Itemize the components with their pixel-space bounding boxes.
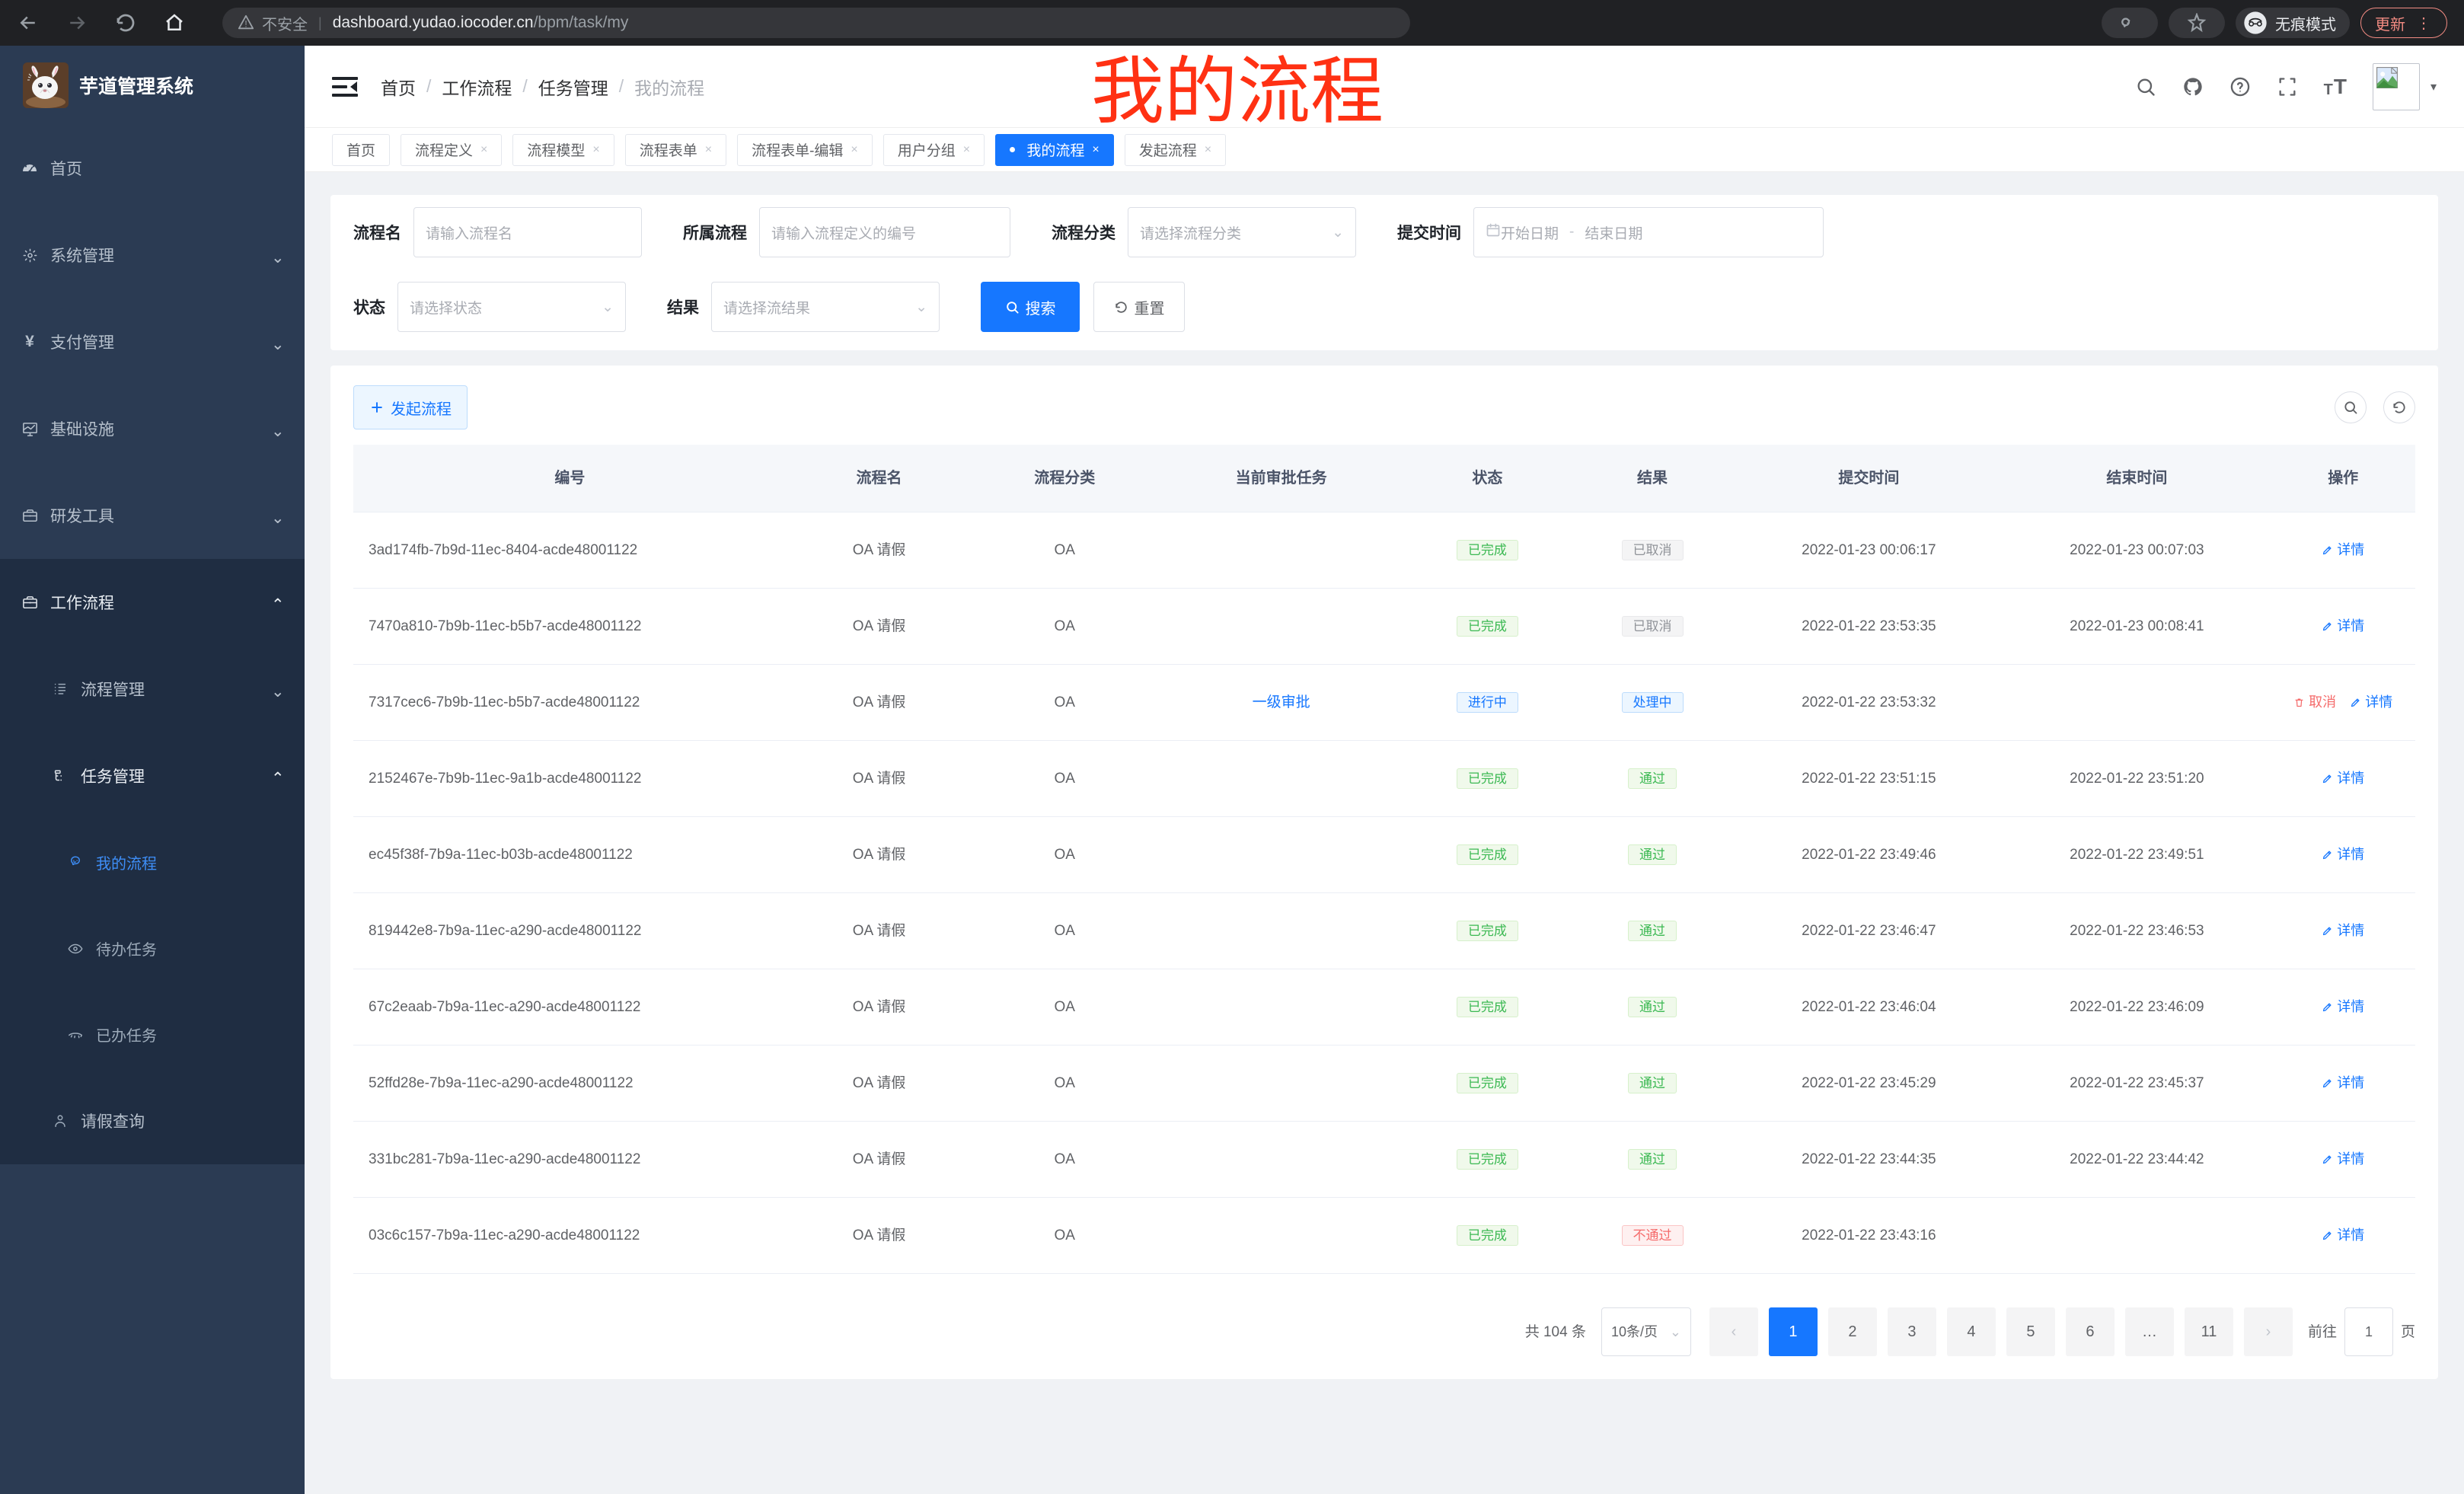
svg-text:!: ! <box>244 19 247 30</box>
